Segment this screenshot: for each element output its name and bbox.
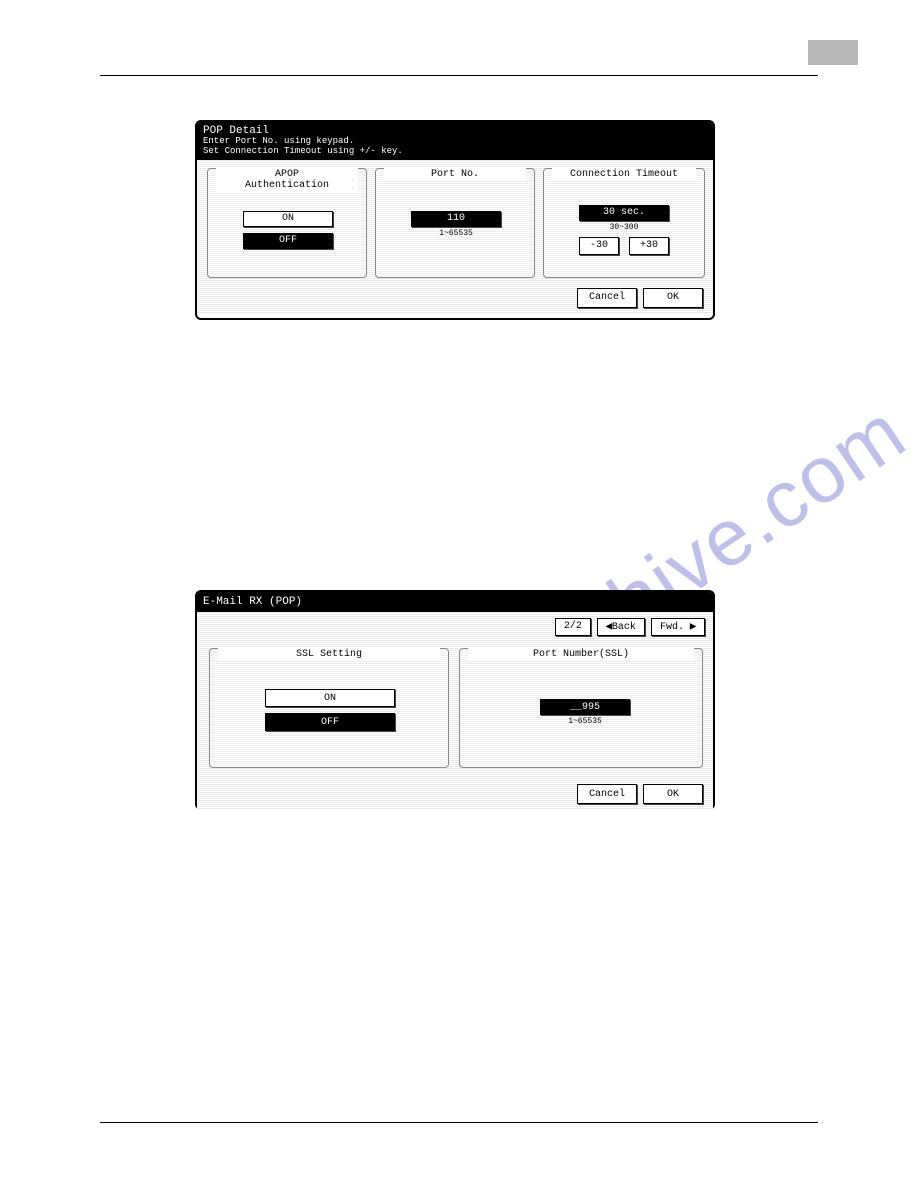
back-button[interactable]: ◀Back [597, 618, 645, 636]
timeout-plus-button[interactable]: +30 [629, 237, 669, 255]
fwd-arrow-icon: ▶ [690, 622, 696, 633]
ok-button[interactable]: OK [643, 288, 703, 308]
ssl-label: SSL Setting [218, 648, 440, 661]
cancel-button[interactable]: Cancel [577, 288, 637, 308]
page-indicator: 2/2 [555, 618, 591, 636]
apop-group: APOP Authentication ON OFF [207, 168, 367, 278]
pop-detail-sub2: Set Connection Timeout using +/- key. [203, 147, 707, 157]
fwd-button[interactable]: Fwd. ▶ [651, 618, 705, 636]
port-range: 1~65535 [411, 229, 501, 238]
email-rx-footer: Cancel OK [577, 784, 703, 804]
timeout-value: 30 sec. [579, 205, 669, 221]
top-rule [100, 75, 818, 76]
cancel-button-2[interactable]: Cancel [577, 784, 637, 804]
ssl-on-button[interactable]: ON [265, 689, 395, 707]
port-label: Port No. [384, 168, 526, 181]
nav-row: 2/2 ◀Back Fwd. ▶ [555, 618, 705, 636]
portssl-range: 1~65535 [540, 717, 630, 726]
pop-detail-titlebar: POP Detail Enter Port No. using keypad. … [197, 122, 713, 160]
apop-off-button[interactable]: OFF [243, 233, 333, 249]
email-rx-body: 2/2 ◀Back Fwd. ▶ SSL Setting ON OFF Port… [197, 612, 713, 810]
pop-detail-body: APOP Authentication ON OFF Port No. 110 … [197, 160, 713, 314]
email-rx-titlebar: E-Mail RX (POP) [197, 592, 713, 612]
bottom-rule [100, 1122, 818, 1123]
apop-label: APOP Authentication [216, 168, 358, 192]
timeout-range: 30~300 [579, 223, 669, 232]
timeout-label: Connection Timeout [552, 168, 696, 181]
portssl-group: Port Number(SSL) __995 1~65535 [459, 648, 703, 768]
ssl-group: SSL Setting ON OFF [209, 648, 449, 768]
port-group: Port No. 110 1~65535 [375, 168, 535, 278]
pop-detail-dialog: POP Detail Enter Port No. using keypad. … [195, 120, 715, 320]
ok-button-2[interactable]: OK [643, 784, 703, 804]
timeout-minus-button[interactable]: -30 [579, 237, 619, 255]
portssl-value[interactable]: __995 [540, 699, 630, 715]
portssl-label: Port Number(SSL) [468, 648, 694, 661]
timeout-group: Connection Timeout 30 sec. 30~300 -30 +3… [543, 168, 705, 278]
port-value[interactable]: 110 [411, 211, 501, 227]
email-rx-dialog: E-Mail RX (POP) 2/2 ◀Back Fwd. ▶ SSL Set… [195, 590, 715, 810]
email-rx-title: E-Mail RX (POP) [203, 596, 302, 608]
page-header-grey-block [808, 40, 858, 65]
apop-on-button[interactable]: ON [243, 211, 333, 227]
pop-detail-footer: Cancel OK [577, 288, 703, 308]
ssl-off-button[interactable]: OFF [265, 713, 395, 731]
